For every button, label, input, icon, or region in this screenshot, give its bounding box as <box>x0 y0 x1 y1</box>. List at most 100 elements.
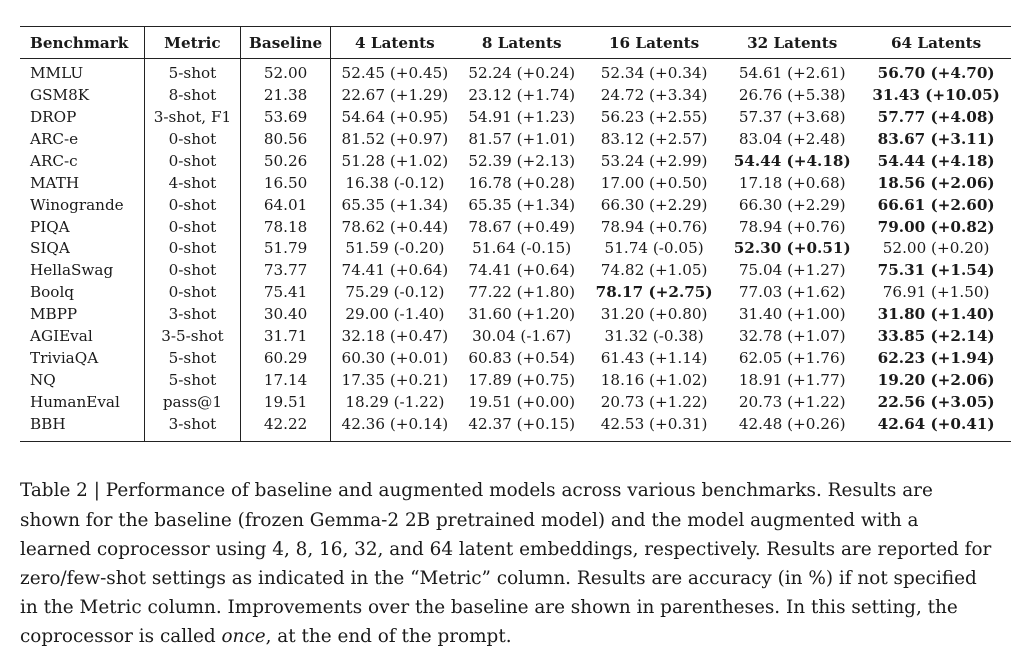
caption-emphasis: once <box>221 626 266 648</box>
metric-cell: 3-shot, F1 <box>144 106 241 129</box>
baseline-cell: 73.77 <box>240 260 332 282</box>
latent-result-cell: 42.36 (+0.14) <box>341 414 449 433</box>
latent-result-cell: 20.73 (+1.22) <box>600 392 708 411</box>
latent-result-cell: 83.67 (+3.11) <box>877 130 995 149</box>
caption-text: Table 2 | Performance of baseline and au… <box>20 480 992 648</box>
latent-result-cell: 52.30 (+0.51) <box>733 239 851 258</box>
latent-result-cell: 78.94 (+0.76) <box>738 217 846 236</box>
latent-result-cell: 66.30 (+2.29) <box>738 195 846 214</box>
metric-cell: 8-shot <box>144 84 241 107</box>
latent-result-cell: 53.24 (+2.99) <box>600 151 708 170</box>
latent-result-cell: 52.00 (+0.20) <box>882 239 990 258</box>
table-row: Boolq 0-shot 75.41 75.29 (-0.12) 77.22 (+1.8… <box>20 281 1011 304</box>
latent-result-cell: 54.61 (+2.61) <box>738 64 846 83</box>
metric-cell: pass@1 <box>144 391 241 414</box>
metric-cell: 0-shot <box>144 194 241 217</box>
caption-text-end: , at the end of the prompt. <box>265 626 512 648</box>
latent-result-cell: 54.44 (+4.18) <box>733 151 851 170</box>
latent-result-cell: 42.64 (+0.41) <box>877 414 995 433</box>
metric-cell: 0-shot <box>144 281 241 304</box>
header-16-latents: 16 Latents <box>608 33 700 52</box>
latent-result-cell: 18.91 (+1.77) <box>738 370 846 389</box>
latent-result-cell: 23.12 (+1.74) <box>468 86 576 105</box>
latent-result-cell: 83.12 (+2.57) <box>600 130 708 149</box>
latent-result-cell: 76.91 (+1.50) <box>882 283 990 302</box>
table-row: MATH 4-shot 16.50 16.38 (-0.12) 16.78 (+0.28… <box>20 172 1011 195</box>
latent-result-cell: 52.45 (+0.45) <box>341 64 449 83</box>
baseline-cell: 31.71 <box>240 325 332 348</box>
latent-result-cell: 74.82 (+1.05) <box>600 261 708 280</box>
baseline-cell: 50.26 <box>240 150 332 173</box>
latent-result-cell: 31.20 (+0.80) <box>600 305 708 324</box>
baseline-cell: 52.00 <box>240 58 332 85</box>
latent-result-cell: 65.35 (+1.34) <box>341 195 449 214</box>
latent-result-cell: 75.04 (+1.27) <box>738 261 846 280</box>
benchmark-cell: TriviaQA <box>20 347 146 370</box>
latent-result-cell: 52.24 (+0.24) <box>468 64 576 83</box>
latent-result-cell: 24.72 (+3.34) <box>600 86 708 105</box>
metric-cell: 0-shot <box>144 238 241 261</box>
latent-result-cell: 18.29 (-1.22) <box>345 392 445 411</box>
table-row: Winogrande 0-shot 64.01 65.35 (+1.34) 65.35 … <box>20 194 1011 217</box>
benchmark-cell: SIQA <box>20 238 146 261</box>
latent-result-cell: 78.94 (+0.76) <box>600 217 708 236</box>
latent-result-cell: 78.67 (+0.49) <box>468 217 576 236</box>
latent-result-cell: 16.38 (-0.12) <box>345 173 445 192</box>
baseline-cell: 19.51 <box>240 391 332 414</box>
latent-result-cell: 17.18 (+0.68) <box>738 173 846 192</box>
metric-cell: 3-5-shot <box>144 325 241 348</box>
benchmark-cell: MATH <box>20 172 146 195</box>
latent-result-cell: 83.04 (+2.48) <box>738 130 846 149</box>
baseline-cell: 51.79 <box>240 238 332 261</box>
latent-result-cell: 19.51 (+0.00) <box>468 392 576 411</box>
benchmark-cell: BBH <box>20 413 146 442</box>
latent-result-cell: 78.62 (+0.44) <box>341 217 449 236</box>
latent-result-cell: 31.80 (+1.40) <box>877 305 995 324</box>
header-8-latents: 8 Latents <box>481 33 562 52</box>
latent-result-cell: 56.23 (+2.55) <box>600 108 708 127</box>
latent-result-cell: 17.89 (+0.75) <box>468 370 576 389</box>
table-header-row: Benchmark Metric Baseline 4 Latents 8 La… <box>20 26 1011 59</box>
metric-cell: 0-shot <box>144 216 241 239</box>
benchmark-cell: MBPP <box>20 303 146 326</box>
baseline-cell: 64.01 <box>240 194 332 217</box>
latent-result-cell: 61.43 (+1.14) <box>600 348 708 367</box>
metric-cell: 5-shot <box>144 58 241 85</box>
table-body: MMLU 5-shot 52.00 52.45 (+0.45) 52.24 (+0.24… <box>20 58 1011 442</box>
latent-result-cell: 32.78 (+1.07) <box>738 327 846 346</box>
header-benchmark: Benchmark <box>20 26 146 59</box>
table-row: PIQA 0-shot 78.18 78.62 (+0.44) 78.67 (+0.49… <box>20 216 1011 239</box>
table-row: AGIEval 3-5-shot 31.71 32.18 (+0.47) 30.04 (… <box>20 325 1011 348</box>
latent-result-cell: 57.37 (+3.68) <box>738 108 846 127</box>
table-caption: Table 2 | Performance of baseline and au… <box>20 476 995 651</box>
baseline-cell: 53.69 <box>240 106 332 129</box>
latent-result-cell: 62.23 (+1.94) <box>877 348 995 367</box>
latent-result-cell: 42.53 (+0.31) <box>600 414 708 433</box>
table-row: MMLU 5-shot 52.00 52.45 (+0.45) 52.24 (+0.24… <box>20 58 1011 85</box>
latent-result-cell: 60.83 (+0.54) <box>468 348 576 367</box>
benchmark-cell: PIQA <box>20 216 146 239</box>
benchmark-cell: ARC-e <box>20 128 146 151</box>
latent-result-cell: 81.57 (+1.01) <box>468 130 576 149</box>
latent-result-cell: 54.91 (+1.23) <box>468 108 576 127</box>
table-row: HumanEval pass@1 19.51 18.29 (-1.22) 19.51 (… <box>20 391 1011 414</box>
latent-result-cell: 57.77 (+4.08) <box>877 108 995 127</box>
baseline-cell: 30.40 <box>240 303 332 326</box>
table-row: ARC-c 0-shot 50.26 51.28 (+1.02) 52.39 (+2.1… <box>20 150 1011 173</box>
latent-result-cell: 54.64 (+0.95) <box>341 108 449 127</box>
benchmark-cell: AGIEval <box>20 325 146 348</box>
latent-result-cell: 26.76 (+5.38) <box>738 86 846 105</box>
header-metric: Metric <box>144 26 241 59</box>
benchmark-cell: DROP <box>20 106 146 129</box>
latent-result-cell: 65.35 (+1.34) <box>468 195 576 214</box>
metric-cell: 3-shot <box>144 413 241 442</box>
latent-result-cell: 31.60 (+1.20) <box>468 305 576 324</box>
latent-result-cell: 42.48 (+0.26) <box>738 414 846 433</box>
table-row: SIQA 0-shot 51.79 51.59 (-0.20) 51.64 (-0.15… <box>20 238 1011 261</box>
table-row: DROP 3-shot, F1 53.69 54.64 (+0.95) 54.91 (+… <box>20 106 1011 129</box>
latent-result-cell: 62.05 (+1.76) <box>738 348 846 367</box>
latent-result-cell: 51.74 (-0.05) <box>604 239 704 258</box>
metric-cell: 0-shot <box>144 128 241 151</box>
latent-result-cell: 19.20 (+2.06) <box>877 370 995 389</box>
